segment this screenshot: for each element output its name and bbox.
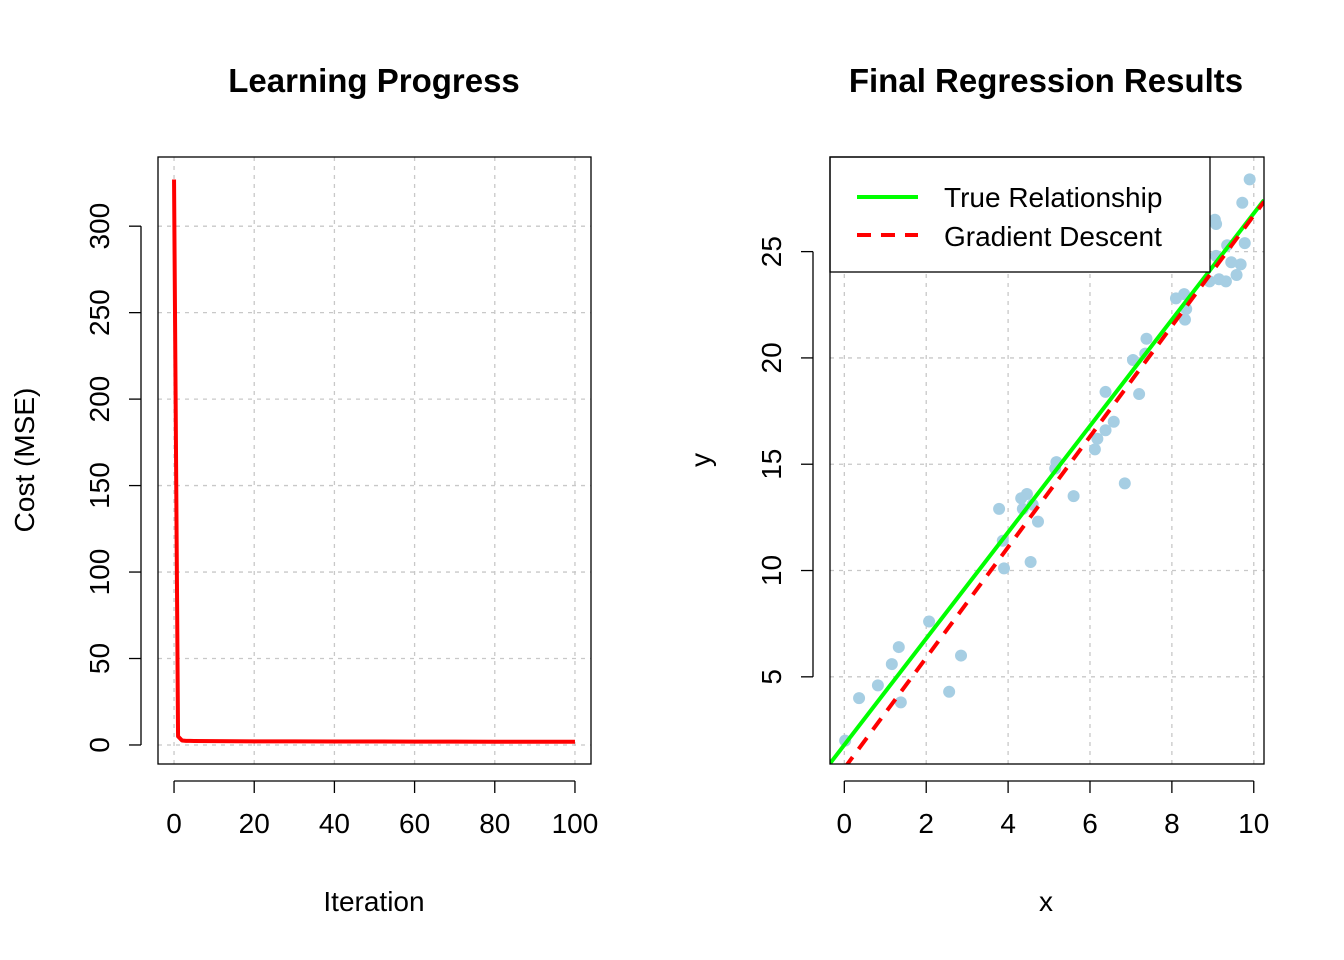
y-tick-label: 0 <box>84 737 115 753</box>
data-point <box>1234 258 1247 271</box>
data-point <box>1225 256 1238 269</box>
y-tick-label: 200 <box>84 376 115 423</box>
x-tick-label: 2 <box>918 808 934 839</box>
y-axis: 5 10 15 20 25 <box>756 236 814 685</box>
y-tick-label: 25 <box>756 236 787 267</box>
chart-title: Learning Progress <box>228 62 520 99</box>
data-point <box>892 641 905 654</box>
x-tick-label: 6 <box>1082 808 1098 839</box>
y-tick-label: 250 <box>84 289 115 336</box>
data-point <box>1091 432 1104 445</box>
y-tick-label: 10 <box>756 555 787 586</box>
data-point <box>1236 196 1249 209</box>
grid <box>158 157 591 764</box>
x-tick-label: 100 <box>552 808 599 839</box>
data-point <box>1243 173 1256 186</box>
data-point <box>871 679 884 692</box>
x-axis-label: Iteration <box>323 886 424 917</box>
true-relationship-line <box>830 198 1264 764</box>
x-tick-label: 40 <box>319 808 350 839</box>
legend: True Relationship Gradient Descent <box>829 156 1211 273</box>
gradient-descent-line <box>844 200 1264 764</box>
data-point <box>1238 237 1251 250</box>
y-tick-label: 300 <box>84 203 115 250</box>
y-axis-label: Cost (MSE) <box>9 388 40 533</box>
legend-box <box>829 156 1211 273</box>
data-point <box>1140 332 1153 345</box>
y-tick-label: 50 <box>84 643 115 674</box>
x-tick-label: 60 <box>399 808 430 839</box>
plot-frame <box>157 156 592 765</box>
data-point <box>1067 490 1080 503</box>
learning-progress-panel: Learning Progress 0 20 40 60 80 100 0 50 100 150… <box>9 62 598 917</box>
data-point <box>1024 556 1037 569</box>
data-point <box>1107 415 1120 428</box>
data-point <box>1219 275 1232 288</box>
y-tick-label: 15 <box>756 449 787 480</box>
chart-title: Final Regression Results <box>849 62 1243 99</box>
regression-lines <box>830 198 1264 764</box>
y-tick-label: 20 <box>756 342 787 373</box>
data-point <box>1210 217 1223 230</box>
data-point <box>894 696 907 709</box>
data-point <box>943 685 956 698</box>
x-tick-label: 0 <box>166 808 182 839</box>
regression-results-panel: Final Regression Results True Relationsh… <box>685 62 1269 917</box>
x-tick-label: 20 <box>239 808 270 839</box>
legend-label-true-relationship: True Relationship <box>944 182 1162 213</box>
cost-line <box>172 179 575 744</box>
data-point <box>1099 424 1112 437</box>
y-tick-label: 100 <box>84 549 115 596</box>
y-axis-label: y <box>685 453 716 467</box>
x-tick-label: 8 <box>1164 808 1180 839</box>
data-point <box>1088 443 1101 456</box>
data-point <box>853 692 866 705</box>
plot-frame <box>829 156 1265 765</box>
cost-series <box>172 179 575 744</box>
data-point <box>998 562 1011 575</box>
x-axis: 0 2 4 6 8 10 <box>837 780 1269 839</box>
legend-label-gradient-descent: Gradient Descent <box>944 221 1162 252</box>
x-axis-label: x <box>1039 886 1053 917</box>
y-tick-label: 150 <box>84 462 115 509</box>
data-point <box>1099 385 1112 398</box>
x-tick-label: 80 <box>479 808 510 839</box>
x-tick-label: 10 <box>1238 808 1269 839</box>
x-tick-label: 0 <box>837 808 853 839</box>
x-tick-label: 4 <box>1000 808 1016 839</box>
data-point <box>1133 388 1146 401</box>
data-point <box>1118 477 1131 490</box>
data-point <box>1031 515 1044 528</box>
data-point <box>1230 268 1243 281</box>
x-axis: 0 20 40 60 80 100 <box>166 780 599 839</box>
y-axis: 0 50 100 150 200 250 300 <box>84 203 142 753</box>
data-point <box>923 615 936 628</box>
data-point <box>1020 487 1033 500</box>
data-point <box>955 649 968 662</box>
y-tick-label: 5 <box>756 669 787 685</box>
data-point <box>885 658 898 671</box>
data-point <box>993 502 1006 515</box>
data-point <box>1178 313 1191 326</box>
